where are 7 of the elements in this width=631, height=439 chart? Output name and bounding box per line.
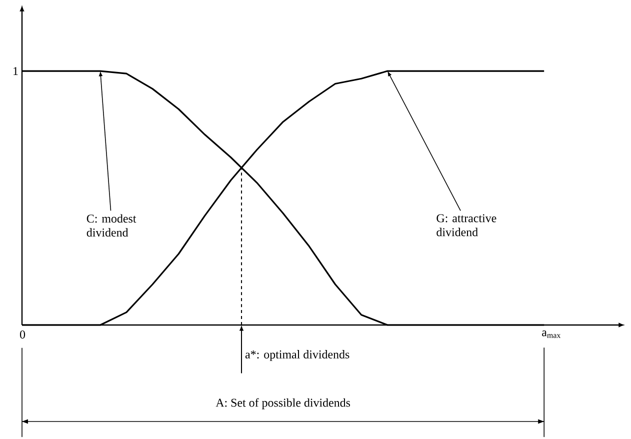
text: a*: optimal dividends xyxy=(245,350,350,361)
annotation: 1 xyxy=(14,67,18,75)
x-tick-label: 0 xyxy=(20,330,26,339)
text: A: Set of possible dividends xyxy=(216,398,350,410)
annotation: C: modest dividend xyxy=(86,214,136,237)
annotation: G: attractive dividend xyxy=(436,214,496,236)
x-tick-label: a$_{max}$ xyxy=(542,330,561,338)
